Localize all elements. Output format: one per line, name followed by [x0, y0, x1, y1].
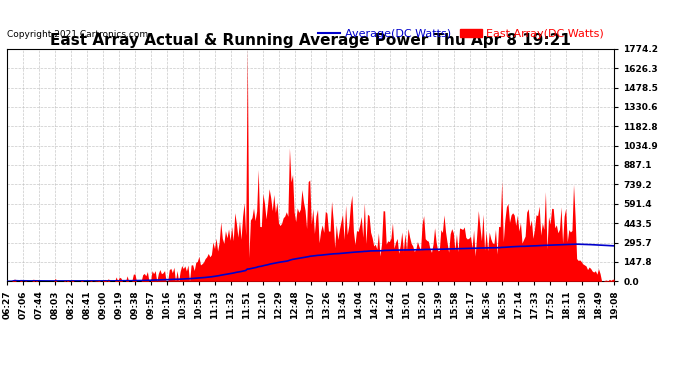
Title: East Array Actual & Running Average Power Thu Apr 8 19:21: East Array Actual & Running Average Powe… — [50, 33, 571, 48]
Text: Copyright 2021 Cartronics.com: Copyright 2021 Cartronics.com — [7, 30, 148, 39]
Legend: Average(DC Watts), East Array(DC Watts): Average(DC Watts), East Array(DC Watts) — [313, 24, 609, 43]
